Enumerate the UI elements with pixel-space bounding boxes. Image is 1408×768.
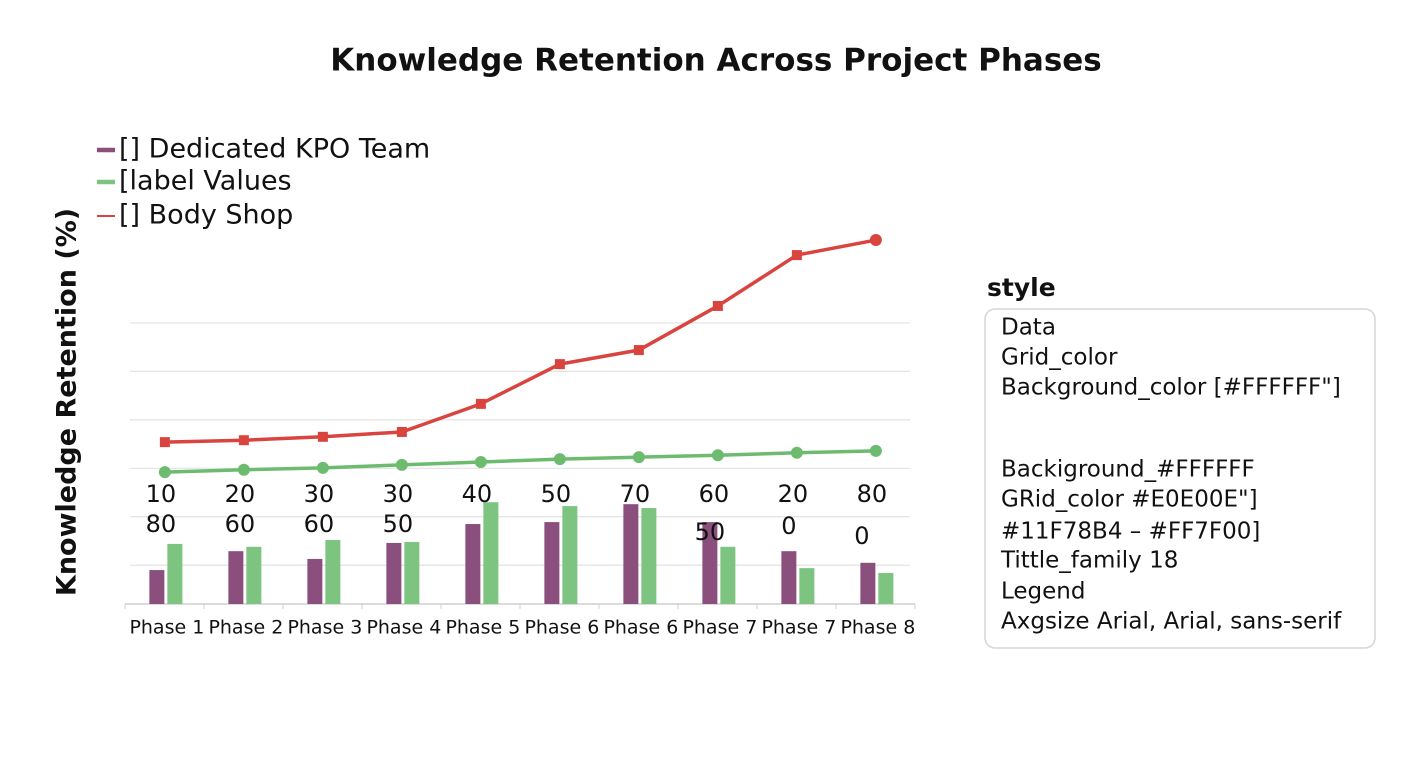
style-panel [984,308,1376,649]
bar [228,551,244,604]
marker [711,449,724,462]
annotation: 50 [383,510,414,538]
marker [869,444,882,457]
line [164,238,877,444]
bar [465,524,481,604]
x-tick-label: Phase 8 [840,617,915,639]
annotation: 70 [620,480,651,508]
x-tick-label: Phase 2 [208,617,283,639]
bar [878,572,894,604]
x-tick-label: Phase 6 [524,617,599,639]
marker [159,437,170,448]
annotation: 20 [225,480,256,508]
marker [554,359,565,370]
bar [325,540,341,604]
marker [553,453,566,466]
bar [562,506,578,604]
marker [632,451,645,464]
annotation: 20 [778,480,809,508]
marker [869,234,882,247]
marker [317,431,328,442]
x-tick-label: Phase 7 [682,617,757,639]
marker [712,300,723,311]
panel-line: Data [1001,315,1056,341]
annotation: 40 [462,480,493,508]
annotation: 0 [854,522,869,550]
annotation: 30 [304,480,335,508]
marker [158,466,171,479]
chart-title: Knowledge Retention Across Project Phase… [330,43,1102,79]
bar [404,541,420,604]
marker [633,345,644,356]
panel-title: style [987,273,1056,302]
bar [623,504,639,604]
bar [702,522,718,604]
annotation: 50 [695,518,726,546]
x-tick-label: Phase 6 [603,617,678,639]
bar [544,522,560,604]
panel-line: Backiground_#FFFFFF [1001,457,1255,483]
bar [483,502,499,604]
x-tick-label: Phase 3 [287,617,362,639]
legend-label: [] Body Shop [119,200,293,231]
bar [860,562,876,604]
panel-line: GRid_color #E0E00E"] [1001,487,1258,513]
panel-line: Axgsize Arial, Arial, sans-serif [1001,609,1342,635]
x-tick-label: Phase 4 [366,617,441,639]
marker [237,463,250,476]
bar [799,568,815,604]
y-axis-label: Knowledge Retention (%) [52,208,83,596]
panel-line: Background_color [#FFFFFF"] [1001,375,1341,401]
panel-line: #11F78B4 – #FF7F00] [1001,519,1260,545]
marker [474,456,487,469]
bar [246,546,262,604]
legend-label: [] Dedicated KPO Team [119,134,430,165]
x-tick-label: Phase 1 [129,617,204,639]
marker [396,426,407,437]
annotation: 60 [225,510,256,538]
panel-line: Legend [1001,579,1086,605]
bar [167,543,183,604]
marker [395,458,408,471]
annotation: 30 [383,480,414,508]
bar [641,508,657,604]
legend-label: [label Values [119,166,292,197]
x-tick-label: Phase 7 [761,617,836,639]
annotation: 80 [857,480,888,508]
annotation: 60 [304,510,335,538]
bar [781,551,797,604]
bar [149,570,165,604]
marker [791,250,802,261]
marker [790,446,803,459]
marker [316,461,329,474]
panel-line: Grid_color [1001,345,1118,371]
annotation: 10 [146,480,177,508]
bar [386,542,402,604]
annotation: 60 [699,480,730,508]
annotation: 80 [146,510,177,538]
line [164,449,876,474]
bar [720,546,736,604]
bar [307,558,323,604]
annotation: 0 [781,512,796,540]
x-tick-label: Phase 5 [445,617,520,639]
annotation: 50 [541,480,572,508]
panel-line: Tittle_family 18 [1000,548,1178,574]
marker [238,435,249,446]
marker [475,398,486,409]
